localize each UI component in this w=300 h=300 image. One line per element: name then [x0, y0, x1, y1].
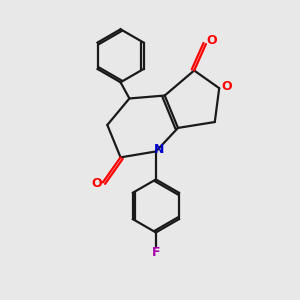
Text: F: F	[152, 246, 160, 259]
Text: O: O	[206, 34, 217, 47]
Text: O: O	[91, 177, 102, 190]
Text: O: O	[221, 80, 232, 93]
Text: N: N	[154, 143, 164, 157]
